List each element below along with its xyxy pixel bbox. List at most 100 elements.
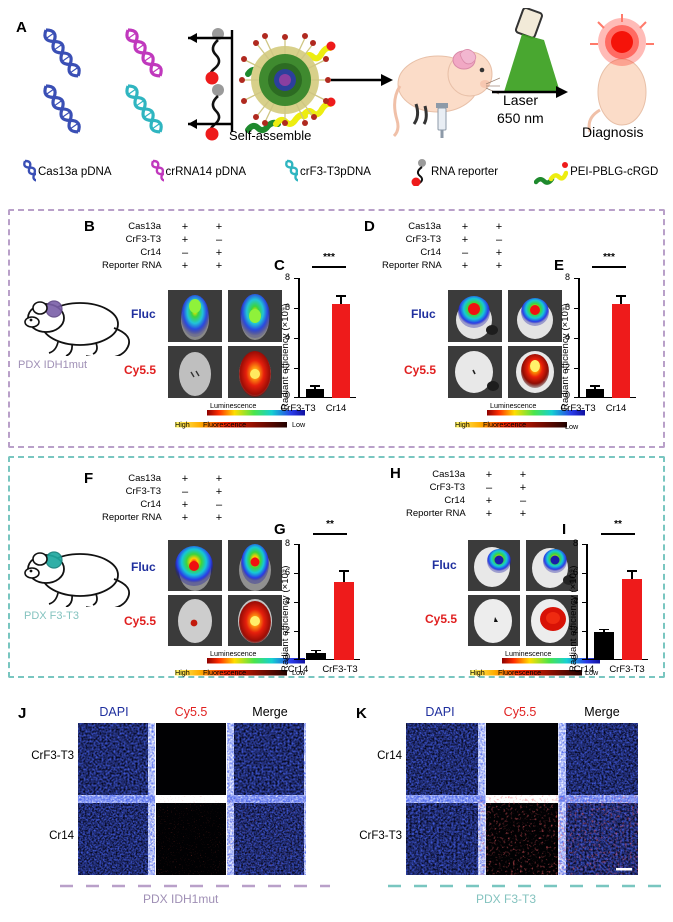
x-category-0: CrF3-T3 [280,403,316,414]
model-label-f3t3: PDX F3-T3 [24,610,80,622]
bar-crf3t3 [586,389,604,398]
condition-name: CrF3-T3 [125,486,161,497]
condition-value: + [181,259,189,272]
condition-row: Reporter RNA + + [102,511,236,524]
bar-crf3t3 [622,578,642,660]
colorbar-legend-f: Luminescence Fluorescence High Low [175,649,325,680]
imaging-row-label-cy55: Cy5.5 [404,363,437,377]
condition-row: Cas13a + + [382,220,516,233]
panel-b-conditions-table: Cas13a + + CrF3-T3 + – Cr14 – + Reporter… [102,220,236,272]
y-tick-label: 2 [572,625,578,635]
panel-j-images [78,723,304,875]
imaging-row-label-cy55: Cy5.5 [425,612,458,626]
panel-k-divider [388,884,666,888]
colorbar-legend-d: Luminescence Fluorescence High Low [455,401,605,432]
column-header-cy55: Cy5.5 [503,705,537,719]
panel-j-histology: J DAPI Cy5.5 Merge CrF3-T3 Cr14 [0,690,336,922]
condition-value: + [181,472,189,485]
x-category-0: CrF3-T3 [560,403,596,414]
colorbar-high-label: High [175,668,190,677]
condition-name: CrF3-T3 [405,234,441,245]
bar-cr14 [306,652,326,660]
y-tick-label: 6 [284,302,290,312]
panel-k-histology: K DAPI Cy5.5 Merge Cr14 CrF3-T3 PDX F3-T… [336,690,673,922]
significance-label-e: *** [603,252,615,263]
condition-value: + [215,472,223,485]
panel-letter-a: A [16,19,27,36]
bar-cr14 [594,631,614,660]
colorbar-low-label: Low [292,420,306,429]
condition-name: Cr14 [140,499,161,510]
panel-h-conditions-table: Cas13a + + CrF3-T3 – + Cr14 + – Reporter… [406,468,540,520]
y-tick-label: 2 [564,362,570,372]
condition-name: Cr14 [444,495,465,506]
laser-label-line1: Laser [503,92,539,108]
condition-value: + [495,246,503,259]
condition-value: + [495,259,503,272]
panel-k-caption: PDX F3-T3 [476,892,537,906]
significance-label-c: *** [323,252,335,263]
y-tick-label: 8 [564,272,570,282]
significance-bar [601,533,635,535]
imaging-row-label-cy55: Cy5.5 [124,614,157,628]
condition-value: + [461,259,469,272]
legend-label-crrna14: crRNA14 pDNA [165,166,247,178]
colorbar-title-luminescence: Luminescence [490,401,537,410]
panel-d-conditions-table: Cas13a + + CrF3-T3 + – Cr14 – + Reporter… [382,220,516,272]
significance-bar [313,533,347,535]
colorbar-title-luminescence: Luminescence [210,649,257,658]
condition-value: + [485,494,493,507]
condition-value: + [215,259,223,272]
condition-row: Reporter RNA + + [382,259,516,272]
legend-label-polymer: PEI-PBLG-cRGD [570,166,659,178]
colorbar-high-label: High [175,420,190,429]
y-tick-label: 8 [284,538,290,548]
row-label-crf3t3: CrF3-T3 [359,830,402,842]
condition-name: Cas13a [128,221,161,232]
condition-value: – [181,246,189,259]
column-header-merge: Merge [252,705,288,719]
diagnosis-label: Diagnosis [582,124,644,140]
condition-row: CrF3-T3 + – [382,233,516,246]
condition-row: Cas13a + + [102,472,236,485]
nanoparticle-icon [239,33,331,126]
panel-letter-b: B [84,218,95,235]
condition-row: CrF3-T3 – + [102,485,236,498]
condition-row: CrF3-T3 + – [102,233,236,246]
colorbar-title-fluorescence: Fluorescence [203,420,247,429]
significance-bar [592,266,626,268]
panel-f-bioimages [168,540,282,646]
condition-name: Cas13a [432,469,465,480]
colorbar-low-label: Low [585,668,599,677]
panel-letter-i: I [562,521,567,538]
mouse-idh1mut-icon [24,300,130,356]
x-category-1: CrF3-T3 [322,664,358,675]
condition-name: Reporter RNA [382,260,442,271]
condition-value: – [485,481,493,494]
column-header-cy55: Cy5.5 [174,705,208,719]
condition-value: + [519,468,527,481]
bar-cr14 [332,303,350,398]
condition-row: Cas13a + + [102,220,236,233]
row-label-cr14: Cr14 [377,750,402,762]
condition-value: – [519,494,527,507]
legend-item-crf3t3: crF3-T3pDNA [276,158,371,186]
y-tick-label: 8 [284,272,290,282]
row-label-crf3t3: CrF3-T3 [31,750,74,762]
imaging-row-label-fluc: Fluc [411,307,436,321]
imaging-row-label-cy55: Cy5.5 [124,363,157,377]
y-tick-label: 6 [572,567,578,577]
panel-j-caption: PDX IDH1mut [143,892,219,906]
legend-item-rna-reporter: RNA reporter [407,158,498,186]
condition-value: – [461,246,469,259]
significance-label-g: ** [326,519,334,530]
panel-g-chart: G Radiant efficiency (×10⁹) 8 6 4 2 0 **… [272,519,372,682]
bar-crf3t3 [306,389,324,398]
condition-name: Reporter RNA [102,260,162,271]
panel-letter-g: G [274,521,286,538]
panel-a-legend: Cas13a pDNA crRNA14 pDNA crF3-T3pDNA [14,158,664,186]
panel-b-bioimages [168,290,282,398]
condition-row: Cr14 – + [382,246,516,259]
rna-reporter-icon [411,159,426,186]
condition-value: + [495,220,503,233]
